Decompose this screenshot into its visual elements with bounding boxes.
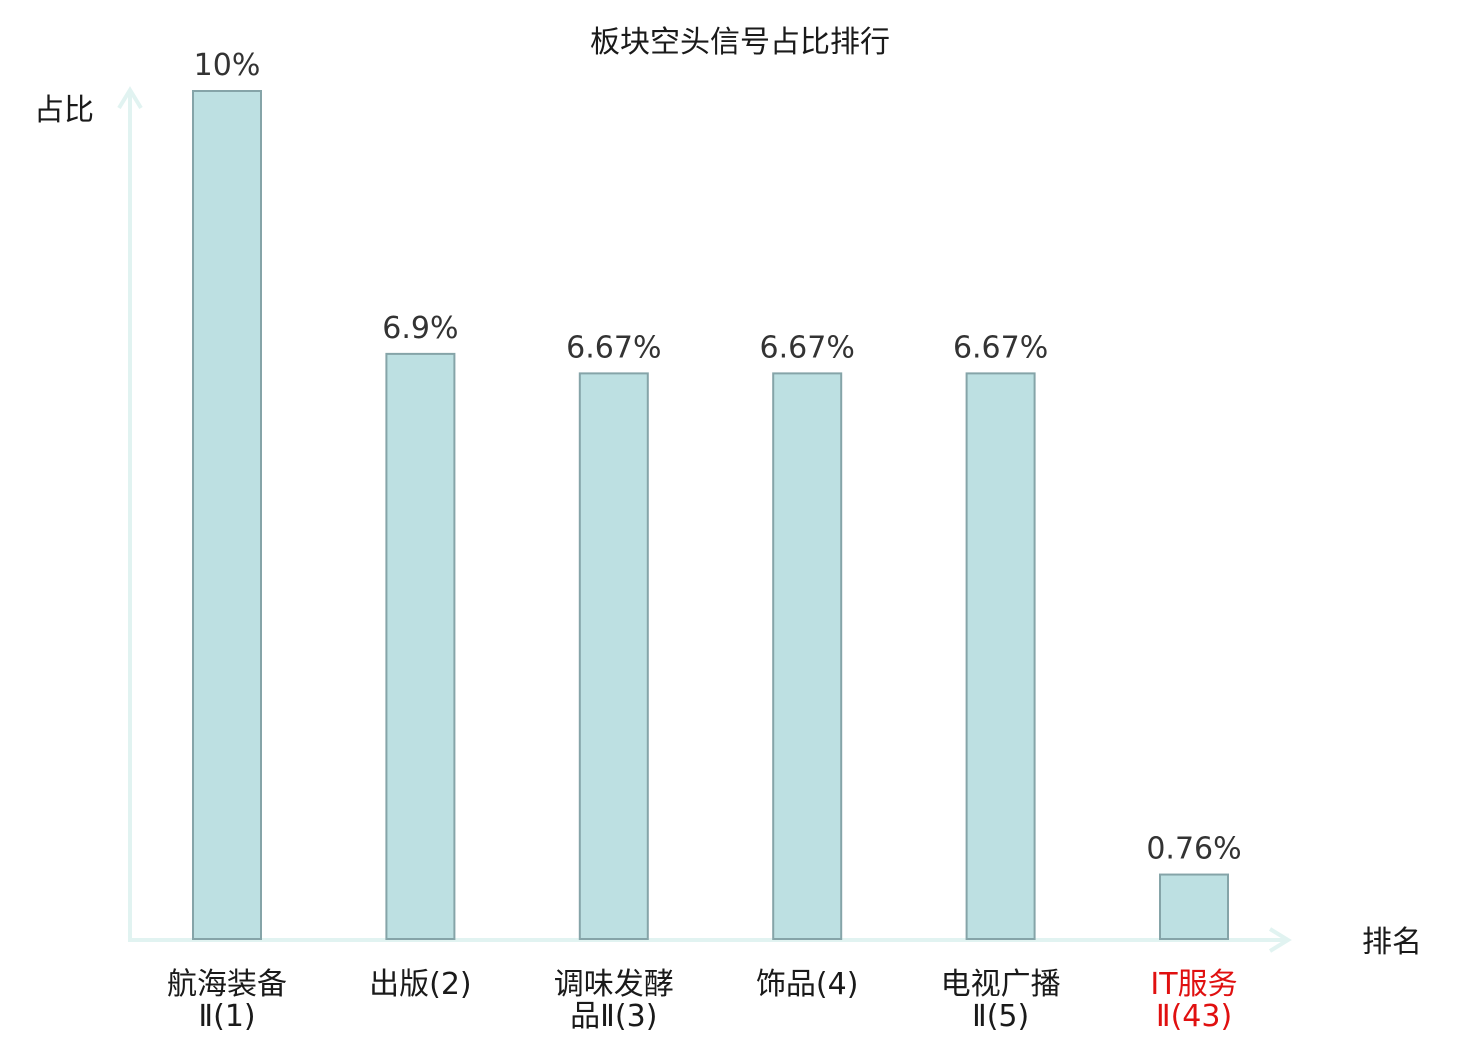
bars-group xyxy=(192,90,1229,941)
category-label: 饰品(4) xyxy=(756,967,859,1002)
data-label: 6.67% xyxy=(566,330,661,365)
x-axis-label: 排名 xyxy=(1362,925,1422,960)
category-label-line: Ⅱ(5) xyxy=(972,999,1029,1034)
data-label: 6.67% xyxy=(760,330,855,365)
bar xyxy=(1159,873,1229,940)
data-label: 6.9% xyxy=(382,311,458,346)
category-label-line: 品Ⅱ(3) xyxy=(570,999,657,1034)
category-label: 航海装备 Ⅱ(1) xyxy=(167,967,287,1034)
category-label: 电视广播 Ⅱ(5) xyxy=(941,967,1061,1034)
category-label-line: 饰品(4) xyxy=(756,967,859,1002)
category-label-line: Ⅱ(43) xyxy=(1156,999,1232,1034)
chart-title: 板块空头信号占比排行 xyxy=(590,25,890,60)
data-labels-group: 10% 6.9% 6.67% 6.67% 6.67% 0.76% xyxy=(194,48,1242,867)
category-label-line: Ⅱ(1) xyxy=(198,999,255,1034)
bar xyxy=(772,372,843,941)
category-label-line: 电视广播 xyxy=(941,967,1061,1002)
data-label: 6.67% xyxy=(953,330,1048,365)
y-axis xyxy=(117,86,143,940)
data-label: 10% xyxy=(194,48,261,83)
category-label-line: 出版(2) xyxy=(369,967,472,1002)
category-labels-group: 航海装备 Ⅱ(1)出版(2) 调味发酵品Ⅱ(3)饰品(4) 电视广播 Ⅱ(5)IT服务 Ⅱ… xyxy=(167,967,1238,1034)
category-label-line: 调味发酵 xyxy=(554,967,674,1002)
category-label: IT服务 Ⅱ(43) xyxy=(1150,967,1237,1034)
data-label: 0.76% xyxy=(1146,832,1241,867)
bar xyxy=(578,372,649,941)
bar xyxy=(965,372,1036,941)
x-axis xyxy=(128,927,1292,953)
category-label: 出版(2) xyxy=(369,967,472,1002)
y-axis-label: 占比 xyxy=(34,93,94,128)
category-label-line: 航海装备 xyxy=(167,967,287,1002)
category-label: 调味发酵品Ⅱ(3) xyxy=(554,967,674,1034)
category-label-line: IT服务 xyxy=(1150,967,1237,1002)
bar xyxy=(192,90,262,940)
bar xyxy=(385,352,456,940)
